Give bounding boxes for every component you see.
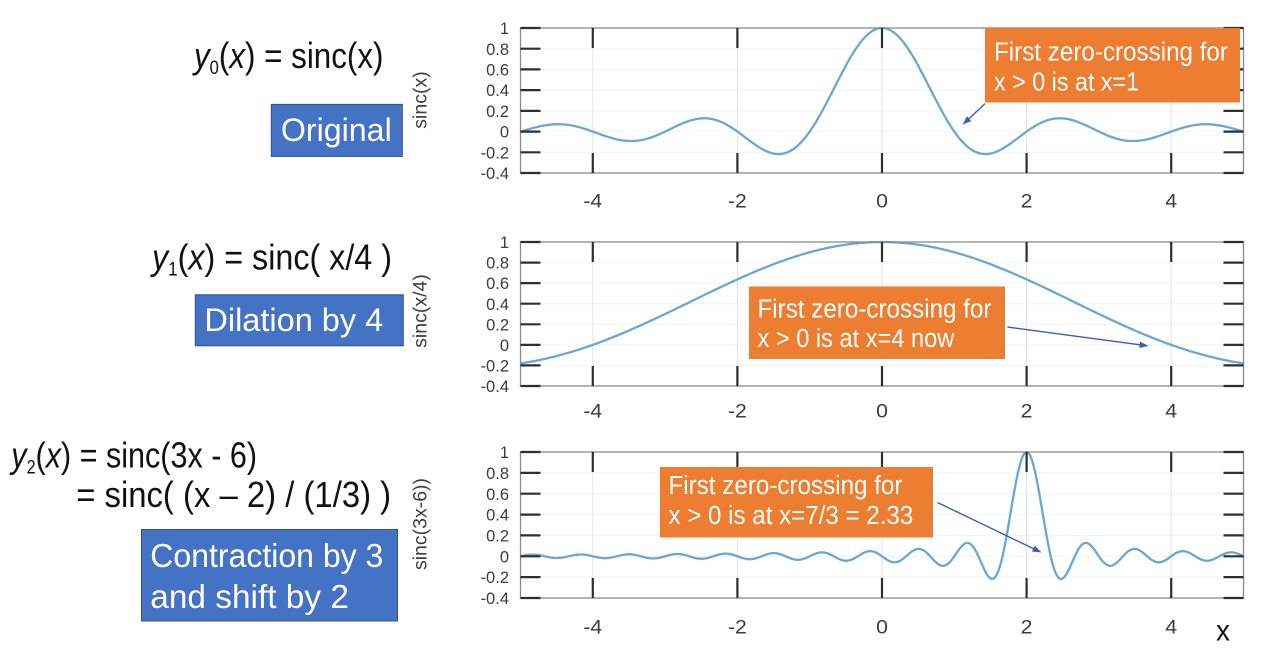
svg-text:-4: -4 — [583, 401, 602, 422]
svg-text:Dilation by 4: Dilation by 4 — [204, 302, 383, 338]
svg-text:-2: -2 — [728, 191, 747, 212]
svg-text:0: 0 — [876, 191, 888, 212]
svg-text:x: x — [1216, 615, 1230, 648]
svg-text:sinc(x): sinc(x) — [410, 71, 432, 128]
svg-text:0.6: 0.6 — [486, 62, 509, 80]
svg-text:-2: -2 — [728, 401, 747, 422]
svg-text:Original: Original — [281, 112, 392, 148]
svg-text:0.4: 0.4 — [486, 296, 509, 314]
svg-text:4: 4 — [1165, 617, 1177, 638]
svg-text:-0.2: -0.2 — [481, 144, 509, 162]
svg-text:Contraction by 3: Contraction by 3 — [150, 537, 383, 574]
svg-text:0.4: 0.4 — [486, 507, 509, 525]
svg-text:-0.4: -0.4 — [481, 165, 509, 183]
svg-text:y2(x) = sinc(3x - 6): y2(x) = sinc(3x - 6) — [9, 436, 257, 478]
svg-text:0.8: 0.8 — [486, 465, 509, 483]
svg-text:-4: -4 — [583, 617, 602, 638]
svg-text:2: 2 — [1021, 191, 1033, 212]
svg-text:4: 4 — [1165, 191, 1177, 212]
svg-text:and shift by 2: and shift by 2 — [150, 579, 349, 616]
svg-text:x > 0 is at x=1: x > 0 is at x=1 — [994, 68, 1139, 96]
svg-text:y0(x) = sinc(x): y0(x) = sinc(x) — [192, 36, 383, 78]
svg-text:0.2: 0.2 — [486, 316, 509, 334]
svg-text:-2: -2 — [728, 617, 747, 638]
svg-text:-0.4: -0.4 — [481, 378, 509, 396]
svg-text:0.6: 0.6 — [486, 275, 509, 293]
svg-text:-0.2: -0.2 — [481, 569, 509, 587]
svg-text:x > 0 is at x=4 now: x > 0 is at x=4 now — [758, 325, 955, 353]
svg-text:0.8: 0.8 — [486, 41, 509, 59]
svg-text:2: 2 — [1021, 617, 1033, 638]
svg-text:sinc(x/4): sinc(x/4) — [410, 274, 432, 348]
svg-text:2: 2 — [1021, 401, 1033, 422]
svg-text:y1(x) = sinc( x/4 ): y1(x) = sinc( x/4 ) — [150, 238, 392, 280]
svg-text:0: 0 — [500, 548, 509, 566]
svg-text:0.2: 0.2 — [486, 103, 509, 121]
svg-text:0.4: 0.4 — [486, 82, 509, 100]
svg-text:x > 0 is at x=7/3 = 2.33: x > 0 is at x=7/3 = 2.33 — [669, 501, 914, 530]
svg-text:1: 1 — [500, 20, 509, 38]
svg-text:First zero-crossing for: First zero-crossing for — [758, 295, 992, 324]
svg-text:0: 0 — [876, 401, 888, 422]
svg-text:0: 0 — [500, 124, 509, 142]
svg-text:-0.4: -0.4 — [481, 590, 509, 608]
svg-text:= sinc( (x – 2) / (1/3) ): = sinc( (x – 2) / (1/3) ) — [76, 476, 391, 516]
svg-text:4: 4 — [1165, 401, 1177, 422]
svg-text:First zero-crossing for: First zero-crossing for — [994, 38, 1228, 67]
svg-text:0.8: 0.8 — [486, 255, 509, 273]
svg-text:0.2: 0.2 — [486, 528, 509, 546]
svg-text:First zero-crossing for: First zero-crossing for — [669, 471, 903, 500]
svg-text:0: 0 — [500, 337, 509, 355]
svg-text:1: 1 — [500, 234, 509, 252]
svg-text:0: 0 — [876, 617, 888, 638]
svg-text:1: 1 — [500, 444, 509, 462]
svg-text:-4: -4 — [583, 191, 602, 212]
svg-text:sinc(3x-6)): sinc(3x-6)) — [410, 478, 432, 570]
svg-text:-0.2: -0.2 — [481, 358, 509, 376]
svg-text:0.6: 0.6 — [486, 486, 509, 504]
